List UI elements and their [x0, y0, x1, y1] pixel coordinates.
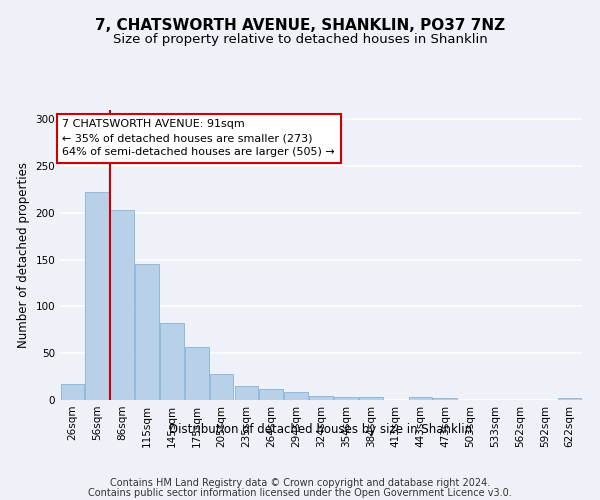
Bar — [185, 346, 209, 400]
Text: Contains public sector information licensed under the Open Government Licence v3: Contains public sector information licen… — [88, 488, 512, 498]
Bar — [135, 264, 159, 400]
Bar — [160, 324, 184, 400]
Bar — [210, 374, 233, 400]
Bar — [558, 398, 581, 400]
Bar — [110, 210, 134, 400]
Bar — [309, 396, 333, 400]
Bar — [259, 389, 283, 400]
Text: 7, CHATSWORTH AVENUE, SHANKLIN, PO37 7NZ: 7, CHATSWORTH AVENUE, SHANKLIN, PO37 7NZ — [95, 18, 505, 32]
Text: Contains HM Land Registry data © Crown copyright and database right 2024.: Contains HM Land Registry data © Crown c… — [110, 478, 490, 488]
Bar — [409, 397, 432, 400]
Y-axis label: Number of detached properties: Number of detached properties — [17, 162, 30, 348]
Bar — [284, 392, 308, 400]
Text: Distribution of detached houses by size in Shanklin: Distribution of detached houses by size … — [169, 422, 473, 436]
Bar — [359, 397, 383, 400]
Bar — [61, 384, 84, 400]
Text: Size of property relative to detached houses in Shanklin: Size of property relative to detached ho… — [113, 32, 487, 46]
Bar — [433, 398, 457, 400]
Bar — [85, 192, 109, 400]
Bar — [334, 397, 358, 400]
Bar — [235, 386, 258, 400]
Text: 7 CHATSWORTH AVENUE: 91sqm
← 35% of detached houses are smaller (273)
64% of sem: 7 CHATSWORTH AVENUE: 91sqm ← 35% of deta… — [62, 120, 335, 158]
